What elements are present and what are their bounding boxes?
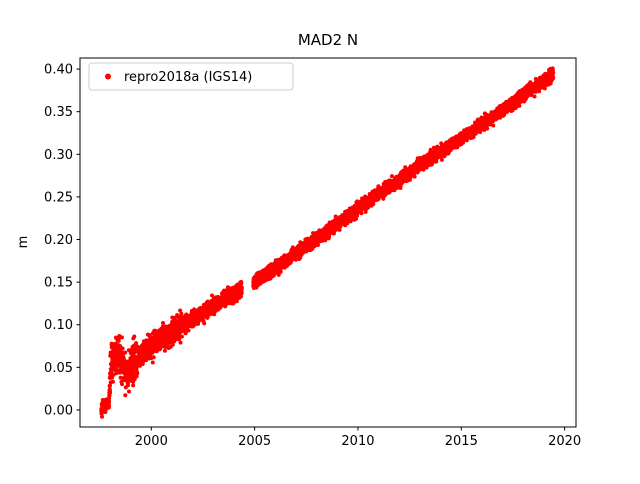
data-point bbox=[186, 328, 191, 333]
data-point bbox=[172, 315, 177, 320]
data-point bbox=[327, 234, 332, 239]
data-point bbox=[126, 389, 131, 394]
data-point bbox=[135, 371, 140, 376]
data-point bbox=[337, 227, 342, 232]
data-point bbox=[315, 243, 320, 247]
data-point bbox=[120, 382, 125, 387]
data-point bbox=[123, 393, 128, 398]
data-point bbox=[183, 330, 188, 335]
data-point bbox=[151, 355, 156, 360]
plot-title: MAD2 N bbox=[298, 31, 358, 49]
data-point bbox=[485, 126, 490, 131]
data-point bbox=[100, 414, 105, 419]
y-axis-label: m bbox=[16, 236, 31, 249]
data-point bbox=[238, 294, 243, 299]
data-point bbox=[179, 334, 184, 339]
data-point bbox=[161, 320, 166, 325]
data-point bbox=[212, 312, 217, 317]
data-point bbox=[108, 390, 113, 395]
data-point bbox=[239, 281, 244, 286]
data-point bbox=[278, 269, 283, 274]
data-point bbox=[439, 157, 444, 162]
data-point bbox=[119, 335, 124, 340]
data-point bbox=[478, 130, 483, 135]
data-point bbox=[179, 311, 184, 316]
data-point bbox=[491, 123, 496, 128]
data-point bbox=[239, 291, 244, 296]
data-point bbox=[170, 342, 175, 347]
data-point bbox=[210, 293, 215, 298]
data-point bbox=[114, 371, 119, 376]
data-point bbox=[120, 346, 125, 351]
data-point bbox=[202, 321, 207, 326]
data-point bbox=[134, 341, 139, 346]
data-point bbox=[110, 379, 115, 384]
data-point bbox=[150, 360, 155, 365]
data-point bbox=[412, 174, 417, 179]
data-point bbox=[239, 285, 244, 290]
data-point bbox=[134, 374, 139, 379]
data-point bbox=[517, 103, 522, 108]
data-point bbox=[177, 337, 182, 342]
data-point bbox=[162, 348, 167, 353]
data-point bbox=[131, 383, 136, 388]
data-point bbox=[184, 312, 189, 317]
data-point bbox=[106, 404, 111, 409]
data-point bbox=[116, 338, 121, 343]
data-point bbox=[132, 334, 137, 339]
data-point bbox=[125, 383, 130, 388]
data-point bbox=[178, 340, 183, 345]
data-point bbox=[107, 399, 112, 404]
data-point bbox=[178, 308, 183, 313]
data-point bbox=[123, 350, 128, 355]
scatter-points bbox=[99, 66, 556, 419]
data-point bbox=[107, 383, 112, 388]
data-point bbox=[359, 211, 364, 216]
